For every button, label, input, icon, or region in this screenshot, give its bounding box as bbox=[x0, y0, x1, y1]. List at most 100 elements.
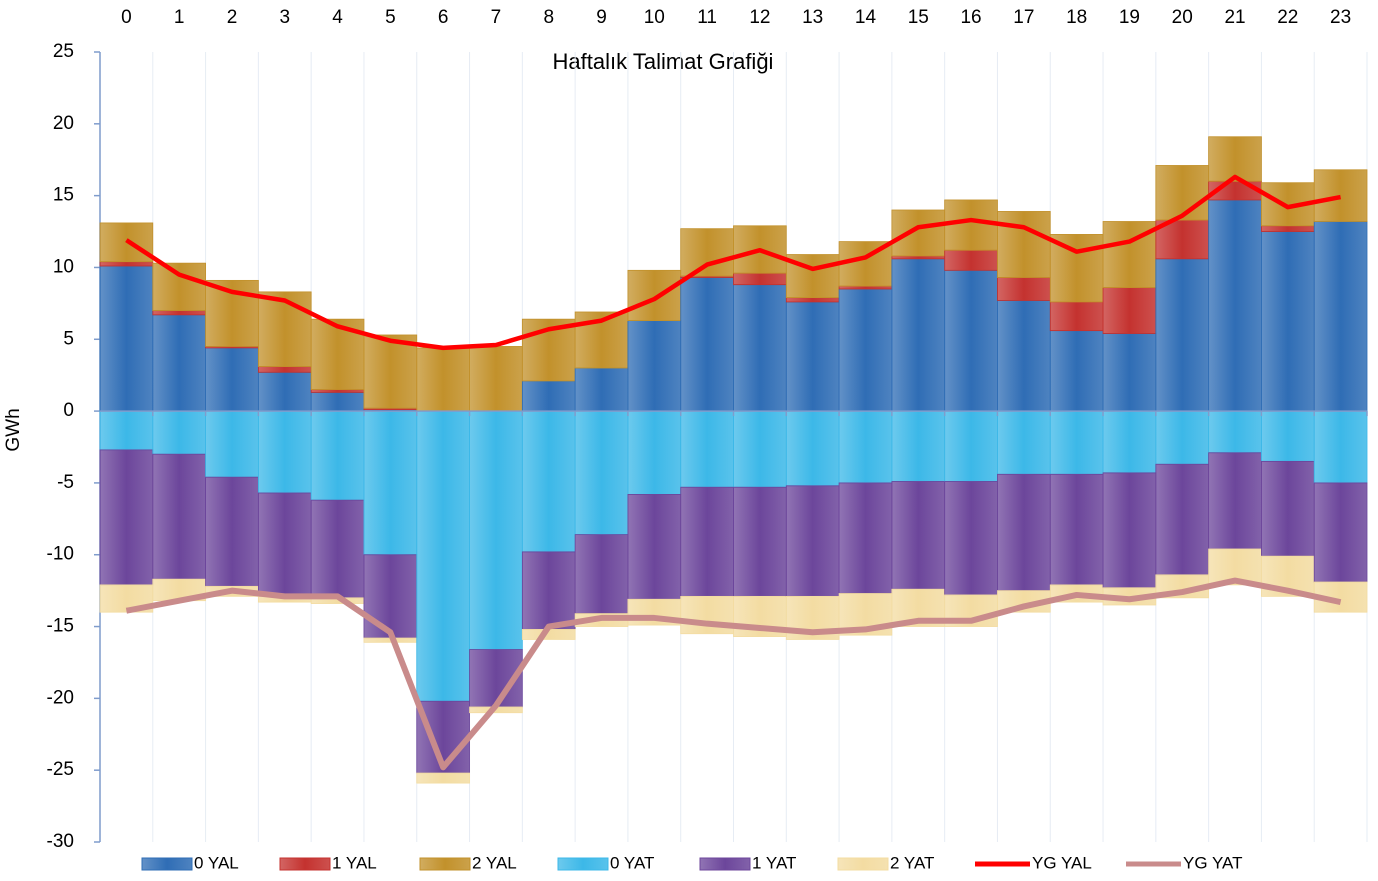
bar-segment bbox=[416, 772, 470, 784]
legend-swatch bbox=[141, 857, 193, 871]
y-tick-label: 10 bbox=[53, 256, 74, 277]
x-tick-label: 9 bbox=[596, 7, 607, 28]
bar-segment bbox=[469, 410, 523, 650]
bar-segment bbox=[680, 277, 734, 412]
bar-segment bbox=[469, 346, 523, 412]
bar-segment bbox=[574, 410, 629, 536]
bar-segment bbox=[257, 366, 312, 373]
bar-segment bbox=[152, 262, 206, 311]
x-tick-label: 14 bbox=[855, 7, 877, 28]
bar-segment bbox=[1049, 410, 1104, 475]
x-tick-label: 22 bbox=[1277, 7, 1298, 28]
x-tick-label: 0 bbox=[121, 7, 132, 28]
bar-segment bbox=[1049, 473, 1104, 586]
x-tick-label: 8 bbox=[543, 7, 554, 28]
legend-swatch bbox=[419, 857, 471, 871]
x-tick-label: 3 bbox=[279, 7, 290, 28]
bar-segment bbox=[680, 486, 734, 597]
bar-segment bbox=[1208, 410, 1262, 454]
bar-segment bbox=[310, 410, 365, 501]
bar-segment bbox=[838, 410, 893, 484]
bar-segment bbox=[997, 277, 1051, 301]
bar-segment bbox=[680, 410, 734, 488]
bar-segment bbox=[997, 211, 1051, 278]
bar-segment bbox=[1208, 136, 1262, 182]
bar-segment bbox=[205, 410, 259, 478]
bar-segment bbox=[1049, 330, 1104, 412]
x-tick-label: 16 bbox=[960, 7, 981, 28]
bar-segment bbox=[1208, 199, 1262, 412]
bar-segment bbox=[99, 261, 154, 267]
legend-label: YG YAL bbox=[1032, 853, 1092, 872]
bar-segment bbox=[363, 334, 418, 409]
bar-segment bbox=[99, 449, 154, 586]
bar-segment bbox=[521, 410, 576, 553]
legend-swatch bbox=[557, 857, 609, 871]
line-series bbox=[125, 174, 1342, 351]
bar-segment bbox=[521, 380, 576, 412]
y-tick-label: -5 bbox=[57, 472, 74, 493]
bar-segment bbox=[891, 209, 946, 257]
bar-segment bbox=[944, 249, 998, 271]
bar-segment bbox=[152, 410, 206, 455]
y-tick-label: 15 bbox=[53, 185, 74, 206]
bar-segment bbox=[205, 347, 259, 412]
y-tick-label: -10 bbox=[47, 544, 74, 565]
legend-label: YG YAT bbox=[1183, 853, 1243, 872]
x-tick-label: 17 bbox=[1013, 7, 1034, 28]
legend-swatch bbox=[837, 857, 889, 871]
chart-title: Haftalık Talimat Grafiği bbox=[553, 49, 774, 74]
bar-segment bbox=[205, 476, 259, 587]
x-tick-label: 23 bbox=[1330, 7, 1351, 28]
bar-segment bbox=[1313, 221, 1368, 412]
bar-segment bbox=[152, 314, 206, 412]
legend-label: 1 YAT bbox=[752, 853, 796, 872]
bar-segment bbox=[257, 492, 312, 597]
bar-segment bbox=[1102, 472, 1157, 589]
bar-segment bbox=[838, 482, 893, 594]
bar-segment bbox=[944, 199, 998, 251]
line-series bbox=[125, 577, 1342, 771]
legend: 0 YAL 1 YAL 2 YAL 0 YAT 1 YAT 2 YAT YG YAL YG Y… bbox=[141, 853, 1243, 872]
bar-segment bbox=[99, 410, 154, 451]
x-tick-label: 10 bbox=[644, 7, 665, 28]
y-tick-label: -20 bbox=[47, 687, 74, 708]
bar-segment bbox=[1261, 231, 1315, 412]
legend-swatch bbox=[699, 857, 751, 871]
bar-segment bbox=[1261, 410, 1315, 462]
bar-segment bbox=[627, 320, 682, 412]
legend-swatch bbox=[279, 857, 331, 871]
y-tick-label: 25 bbox=[53, 41, 74, 62]
bar-segment bbox=[733, 486, 787, 597]
bar-segment bbox=[1155, 165, 1210, 221]
y-tick-label: 20 bbox=[53, 113, 74, 134]
bar-segment bbox=[944, 269, 998, 412]
bar-segment bbox=[733, 410, 787, 488]
bar-segment bbox=[1208, 452, 1262, 550]
bar-segment bbox=[944, 481, 998, 596]
bar-segment bbox=[99, 265, 154, 412]
bar-segment bbox=[574, 534, 629, 615]
x-tick-label: 21 bbox=[1224, 7, 1245, 28]
bar-segment bbox=[521, 551, 576, 630]
bar-segment bbox=[785, 297, 840, 303]
bar-segment bbox=[1102, 333, 1157, 412]
bar-segment bbox=[416, 410, 470, 702]
legend-label: 2 YAL bbox=[472, 853, 517, 872]
x-tick-label: 4 bbox=[332, 7, 343, 28]
bar-segment bbox=[997, 410, 1051, 475]
x-tick-label: 7 bbox=[491, 7, 502, 28]
bar-segment bbox=[997, 300, 1051, 412]
bar-segment bbox=[152, 453, 206, 580]
y-tick-label: -15 bbox=[47, 616, 74, 637]
bar-segment bbox=[1155, 258, 1210, 412]
bar-segment bbox=[310, 392, 365, 412]
bar-segment bbox=[1261, 225, 1315, 232]
bar-segment bbox=[838, 288, 893, 412]
x-tick-label: 15 bbox=[908, 7, 929, 28]
bar-segment bbox=[891, 258, 946, 412]
bar-segment bbox=[416, 347, 470, 412]
bar-segment bbox=[1102, 410, 1157, 474]
bar-segment bbox=[733, 284, 787, 412]
